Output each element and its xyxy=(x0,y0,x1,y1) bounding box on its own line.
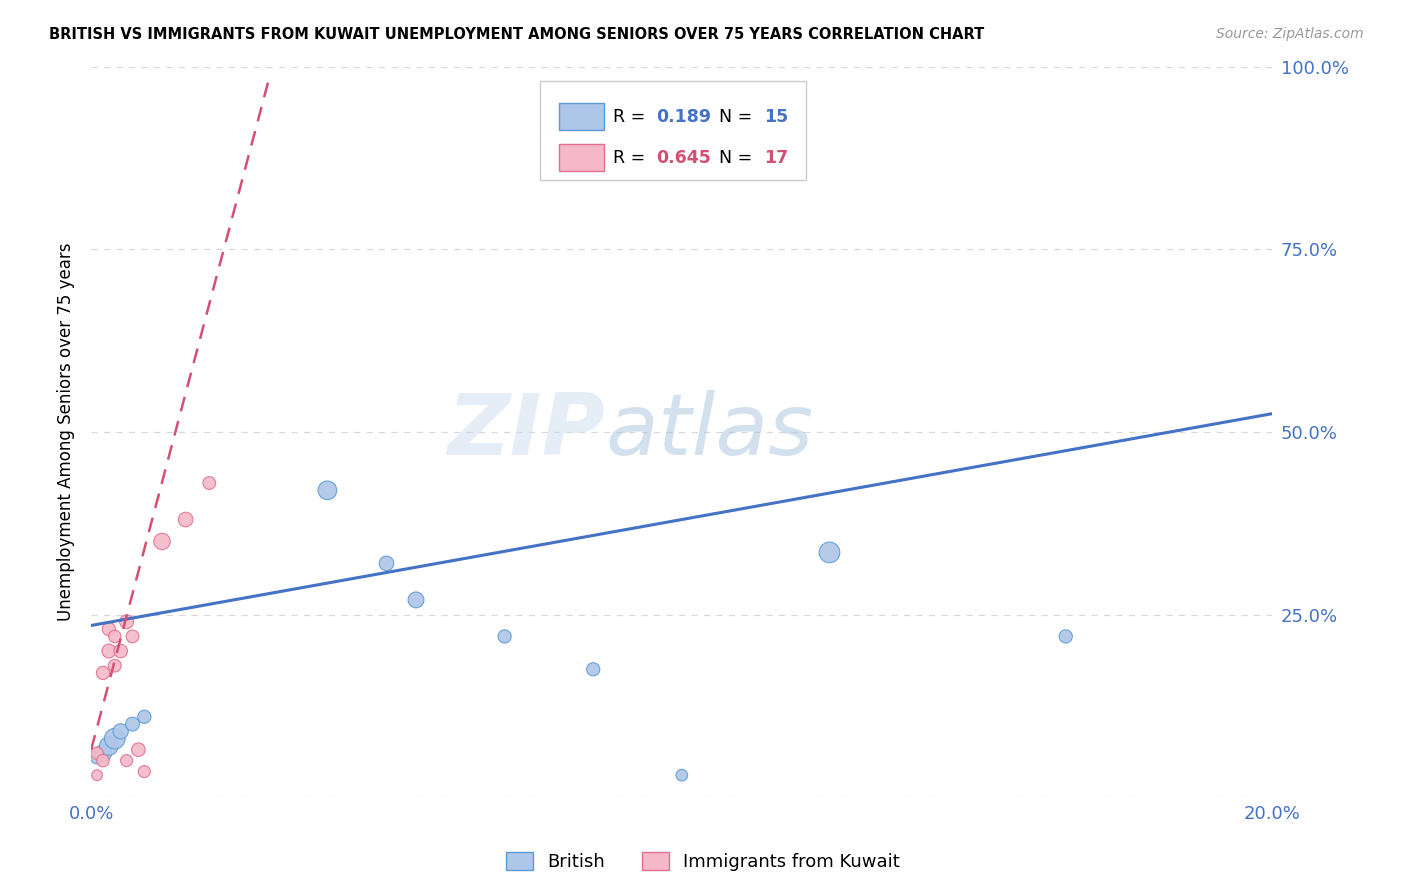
Text: atlas: atlas xyxy=(605,391,813,474)
Point xyxy=(104,658,127,673)
Text: Source: ZipAtlas.com: Source: ZipAtlas.com xyxy=(1216,27,1364,41)
Text: 17: 17 xyxy=(765,149,789,167)
Point xyxy=(110,644,132,658)
Text: R =: R = xyxy=(613,149,651,167)
Point xyxy=(121,717,143,731)
Point xyxy=(91,665,114,680)
Point xyxy=(316,483,339,498)
FancyBboxPatch shape xyxy=(540,81,806,180)
Point xyxy=(405,593,427,607)
Point xyxy=(1054,629,1077,643)
Y-axis label: Unemployment Among Seniors over 75 years: Unemployment Among Seniors over 75 years xyxy=(58,243,75,621)
Point xyxy=(150,534,173,549)
Legend: British, Immigrants from Kuwait: British, Immigrants from Kuwait xyxy=(499,845,907,879)
Point xyxy=(104,731,127,746)
Point xyxy=(127,742,149,756)
Text: 0.189: 0.189 xyxy=(655,108,711,126)
Point xyxy=(121,629,143,643)
Point xyxy=(671,768,693,782)
Point xyxy=(104,629,127,643)
Point xyxy=(134,764,156,779)
Point xyxy=(115,615,138,629)
Point xyxy=(97,622,120,636)
Point xyxy=(97,644,120,658)
Text: ZIP: ZIP xyxy=(447,391,605,474)
Text: N =: N = xyxy=(707,149,758,167)
Point xyxy=(818,545,841,559)
Point xyxy=(494,629,516,643)
Point xyxy=(134,710,156,724)
Point xyxy=(115,754,138,768)
Point xyxy=(375,557,398,571)
FancyBboxPatch shape xyxy=(560,103,603,130)
FancyBboxPatch shape xyxy=(560,145,603,171)
Text: R =: R = xyxy=(613,108,651,126)
Point xyxy=(86,768,108,782)
Text: BRITISH VS IMMIGRANTS FROM KUWAIT UNEMPLOYMENT AMONG SENIORS OVER 75 YEARS CORRE: BRITISH VS IMMIGRANTS FROM KUWAIT UNEMPL… xyxy=(49,27,984,42)
Point xyxy=(198,475,221,490)
Point xyxy=(86,750,108,764)
Point xyxy=(97,739,120,753)
Point xyxy=(91,747,114,761)
Point xyxy=(582,662,605,676)
Point xyxy=(91,754,114,768)
Point xyxy=(86,747,108,761)
Point xyxy=(110,724,132,739)
Text: 0.645: 0.645 xyxy=(655,149,710,167)
Text: N =: N = xyxy=(707,108,758,126)
Text: 15: 15 xyxy=(765,108,789,126)
Point xyxy=(174,512,197,526)
